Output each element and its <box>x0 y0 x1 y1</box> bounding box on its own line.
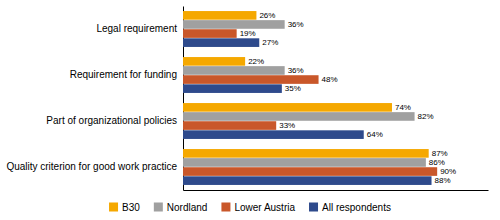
data-label: 19% <box>240 29 256 38</box>
series <box>183 20 426 167</box>
bar <box>183 121 276 130</box>
bar <box>183 75 319 84</box>
bars <box>183 11 437 185</box>
bar <box>183 130 364 139</box>
bar <box>183 66 285 75</box>
y-tick: Quality criterion for good work practice <box>6 161 183 172</box>
data-label: 64% <box>367 130 383 139</box>
legend-item: Lower Austria <box>221 202 295 213</box>
bar <box>183 112 415 121</box>
bar <box>183 29 237 38</box>
data-label: 33% <box>279 121 295 130</box>
plot: Legal requirement Requirement for funding… <box>6 7 488 191</box>
data-label: 36% <box>288 20 304 29</box>
data-label: 90% <box>440 167 456 176</box>
data-label: 36% <box>288 66 304 75</box>
data-label: 88% <box>435 176 451 185</box>
legend-item: Nordland <box>154 202 208 213</box>
legend-swatch <box>109 203 118 212</box>
bar <box>183 11 256 20</box>
x-axis-line <box>184 190 489 191</box>
legend-label: B30 <box>122 202 140 213</box>
y-tick-label: Quality criterion for good work practice <box>6 161 177 172</box>
bar <box>183 167 437 176</box>
bar <box>183 149 429 158</box>
legend-label: Nordland <box>167 202 208 213</box>
data-label: 82% <box>418 112 434 121</box>
bar <box>183 57 245 66</box>
bar <box>183 38 259 47</box>
x-axis <box>184 190 489 191</box>
legend-label: All respondents <box>322 202 391 213</box>
bar <box>183 20 285 29</box>
data-label: 48% <box>322 75 338 84</box>
y-tick-label: Part of organizational policies <box>46 115 177 126</box>
y-tick: Part of organizational policies <box>46 115 183 126</box>
legend-swatch <box>154 203 163 212</box>
data-label: 26% <box>259 11 275 20</box>
legend-swatch <box>221 203 230 212</box>
y-axis: Legal requirement Requirement for funding… <box>6 7 183 191</box>
bar <box>183 176 432 185</box>
bar <box>183 103 392 112</box>
bar <box>183 158 426 167</box>
series <box>183 38 432 185</box>
y-tick: Requirement for funding <box>70 69 183 80</box>
legend: B30 Nordland Lower Austria All respondents <box>109 202 391 213</box>
data-label: 22% <box>248 57 264 66</box>
data-label: 86% <box>429 158 445 167</box>
series <box>183 29 437 176</box>
y-tick-label: Legal requirement <box>96 23 177 34</box>
data-label: 27% <box>262 38 278 47</box>
bar <box>183 84 282 93</box>
y-tick: Legal requirement <box>96 23 183 34</box>
series <box>183 11 429 158</box>
y-tick-label: Requirement for funding <box>70 69 177 80</box>
legend-item: B30 <box>109 202 140 213</box>
data-label: 35% <box>285 84 301 93</box>
legend-label: Lower Austria <box>234 202 295 213</box>
data-labels: 26% 22% 74% 87% 36% 36% 82% 86% 19% 48% 33% 90% 27% 3… <box>240 11 457 185</box>
legend-swatch <box>309 203 318 212</box>
data-label: 74% <box>395 103 411 112</box>
data-label: 87% <box>432 149 448 158</box>
chart: Legal requirement Requirement for funding… <box>0 0 500 220</box>
legend-item: All respondents <box>309 202 391 213</box>
